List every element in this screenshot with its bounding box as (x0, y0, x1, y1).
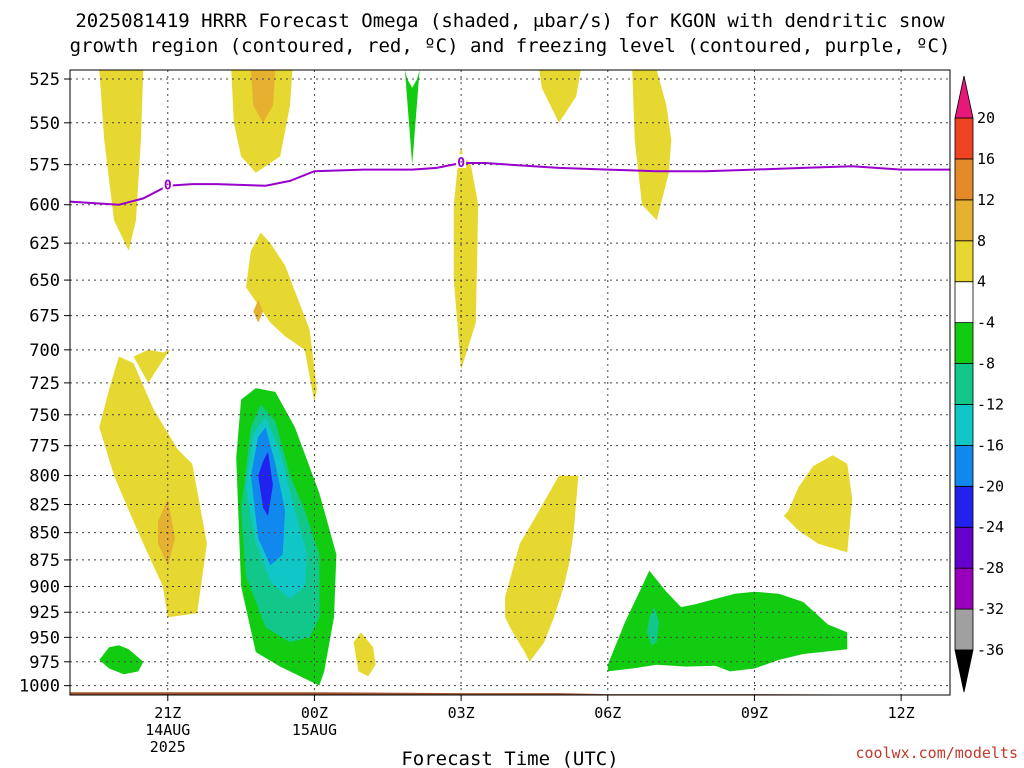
colorbar-label-neg16: -16 (977, 436, 1004, 454)
x-tick-date-21Z: 14AUG (145, 721, 190, 739)
colorbar-label-neg36: -36 (977, 641, 1004, 659)
omega-region-4 (250, 70, 276, 123)
y-tick-label-850: 850 (29, 524, 60, 544)
omega-region-22 (607, 570, 848, 672)
colorbar-label-neg8: -8 (977, 355, 995, 373)
chart-title-line-2: growth region (contoured, red, ºC) and f… (70, 35, 951, 57)
freezing-level-line (69, 162, 950, 206)
omega-region-19 (258, 451, 273, 516)
colorbar-label-neg20: -20 (977, 477, 1004, 495)
x-tick-year-21Z: 2025 (150, 738, 186, 756)
omega-colorbar: -36 -32 -28 -24 -20 -16 -12 -8 -4 4 8 12 16 20 (954, 75, 1004, 693)
y-tick-label-900: 900 (29, 577, 60, 597)
colorbar-bin-7 (954, 363, 974, 405)
omega-region-23 (646, 607, 660, 646)
omega-region-8 (453, 148, 479, 370)
omega-region-1 (99, 70, 144, 251)
y-tick-label-550: 550 (29, 114, 60, 134)
site-credit[interactable]: coolwx.com/modelts (855, 744, 1018, 762)
y-tick-label-775: 775 (29, 437, 60, 457)
omega-region-7 (404, 70, 420, 165)
colorbar-low-extension (954, 649, 974, 693)
colorbar-label-neg24: -24 (977, 518, 1004, 536)
x-tick-label-21Z: 21Z (154, 704, 181, 722)
omega-region-10 (632, 70, 672, 221)
x-tick-label-12Z: 12Z (888, 704, 915, 722)
y-tick-label-1000: 1000 (19, 677, 60, 697)
colorbar-bin-2 (954, 567, 974, 610)
omega-shaded-regions (99, 70, 853, 686)
y-axis-pressure-labels: 525 550 575 600 625 650 675 700 725 750 775 800 825 8… (19, 70, 70, 697)
colorbar-bin-11 (954, 199, 974, 242)
colorbar-label-4: 4 (977, 273, 986, 291)
colorbar-bin-5 (954, 444, 974, 487)
colorbar-label-16: 16 (977, 150, 995, 168)
freezing-level-label-2: 0 (457, 156, 465, 171)
y-tick-label-750: 750 (29, 406, 60, 426)
y-tick-label-600: 600 (29, 196, 60, 216)
omega-region-12 (158, 498, 176, 566)
freezing-level-label-bg-1 (162, 176, 173, 191)
freezing-level-label-bg-2 (456, 154, 467, 169)
y-tick-label-525: 525 (29, 70, 60, 90)
x-tick-label-09Z: 09Z (741, 704, 768, 722)
colorbar-label-neg12: -12 (977, 395, 1004, 413)
y-tick-label-800: 800 (29, 467, 60, 487)
omega-region-11 (99, 356, 207, 618)
y-tick-label-725: 725 (29, 374, 60, 394)
ground-fill (70, 692, 950, 695)
colorbar-bin-1 (954, 608, 974, 651)
colorbar-label-neg28: -28 (977, 559, 1004, 577)
colorbar-label-neg32: -32 (977, 600, 1004, 618)
colorbar-bin-9 (954, 281, 974, 324)
omega-region-5 (246, 232, 317, 403)
colorbar-bin-3 (954, 526, 974, 569)
y-tick-label-650: 650 (29, 271, 60, 291)
omega-region-13 (99, 645, 144, 675)
colorbar-label-neg4: -4 (977, 314, 995, 332)
grid-lines (70, 70, 950, 695)
colorbar-bin-4 (954, 485, 974, 528)
y-tick-label-925: 925 (29, 603, 60, 623)
y-tick-label-625: 625 (29, 234, 60, 254)
freezing-level-contour: 00 (69, 154, 950, 206)
colorbar-bin-6 (954, 404, 974, 446)
y-tick-label-825: 825 (29, 496, 60, 516)
colorbar-high-extension (954, 75, 974, 119)
colorbar-bin-8 (954, 322, 974, 364)
y-tick-label-575: 575 (29, 156, 60, 176)
chart-title-line-1: 2025081419 HRRR Forecast Omega (shaded, … (75, 10, 945, 32)
y-tick-label-700: 700 (29, 341, 60, 361)
omega-region-6 (253, 300, 264, 323)
colorbar-bin-12 (954, 158, 974, 201)
colorbar-label-20: 20 (977, 109, 995, 127)
omega-region-2 (133, 349, 171, 383)
y-tick-label-975: 975 (29, 653, 60, 673)
y-tick-label-950: 950 (29, 628, 60, 648)
x-axis-title: Forecast Time (UTC) (401, 748, 618, 768)
omega-region-9 (539, 70, 581, 123)
freezing-level-label-1: 0 (164, 179, 172, 194)
omega-region-14 (353, 632, 376, 677)
x-tick-label-03Z: 03Z (448, 704, 475, 722)
colorbar-bin-10 (954, 240, 974, 283)
colorbar-label-8: 8 (977, 232, 986, 250)
x-tick-label-06Z: 06Z (594, 704, 621, 722)
omega-region-3 (231, 70, 293, 173)
x-tick-label-00Z: 00Z (301, 704, 328, 722)
y-tick-label-675: 675 (29, 307, 60, 327)
omega-region-20 (505, 475, 579, 662)
omega-region-21 (783, 455, 853, 553)
ground-surface (70, 692, 950, 695)
x-tick-date-00Z: 15AUG (292, 721, 337, 739)
y-tick-label-875: 875 (29, 551, 60, 571)
colorbar-label-12: 12 (977, 191, 995, 209)
colorbar-bin-13 (954, 117, 974, 160)
